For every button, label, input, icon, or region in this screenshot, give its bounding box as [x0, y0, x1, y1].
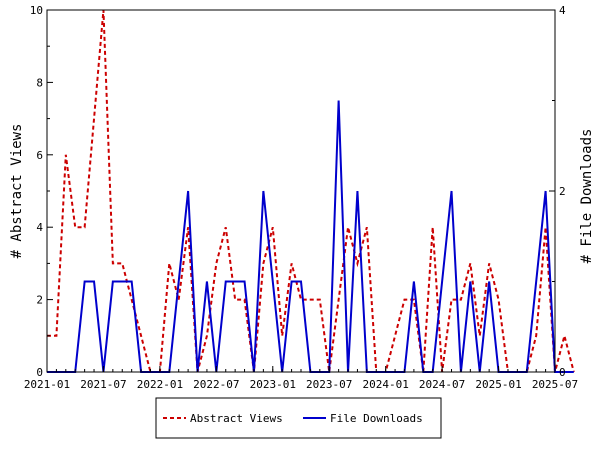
y-left-tick-label: 2 [36, 294, 43, 307]
y-left-tick-label: 0 [36, 366, 43, 379]
legend-label-file-downloads: File Downloads [330, 412, 423, 425]
y-right-tick-label: 4 [559, 4, 566, 17]
x-tick-label: 2023-07 [306, 378, 352, 391]
x-tick-label: 2021-01 [24, 378, 70, 391]
legend-label-abstract-views: Abstract Views [190, 412, 283, 425]
x-tick-label: 2023-01 [250, 378, 296, 391]
y-right-tick-label: 0 [559, 366, 566, 379]
y-axis-right-title: # File Downloads [579, 129, 595, 264]
x-tick-label: 2025-01 [475, 378, 521, 391]
series-line-abstract-views [47, 9, 575, 373]
ticks-layer: 2021-01 2021-07 2022-01 2022-07 2023-01 2023-… [24, 4, 578, 391]
y-left-tick-label: 4 [36, 221, 43, 234]
x-tick-label: 2022-01 [137, 378, 183, 391]
x-tick-label: 2024-07 [419, 378, 465, 391]
x-tick-label: 2024-01 [362, 378, 408, 391]
y-axis-left-title: # Abstract Views [9, 124, 25, 259]
y-left-tick-label: 6 [36, 149, 43, 162]
legend: Abstract Views File Downloads [155, 397, 442, 439]
x-tick-label: 2025-07 [532, 378, 578, 391]
x-tick-label: 2022-07 [193, 378, 239, 391]
y-left-tick-label: 10 [30, 4, 43, 17]
y-left-tick-label: 8 [36, 76, 43, 89]
plot-area [47, 10, 555, 372]
legend-box [155, 397, 442, 439]
x-tick-label: 2021-07 [80, 378, 126, 391]
y-right-tick-label: 2 [559, 185, 566, 198]
